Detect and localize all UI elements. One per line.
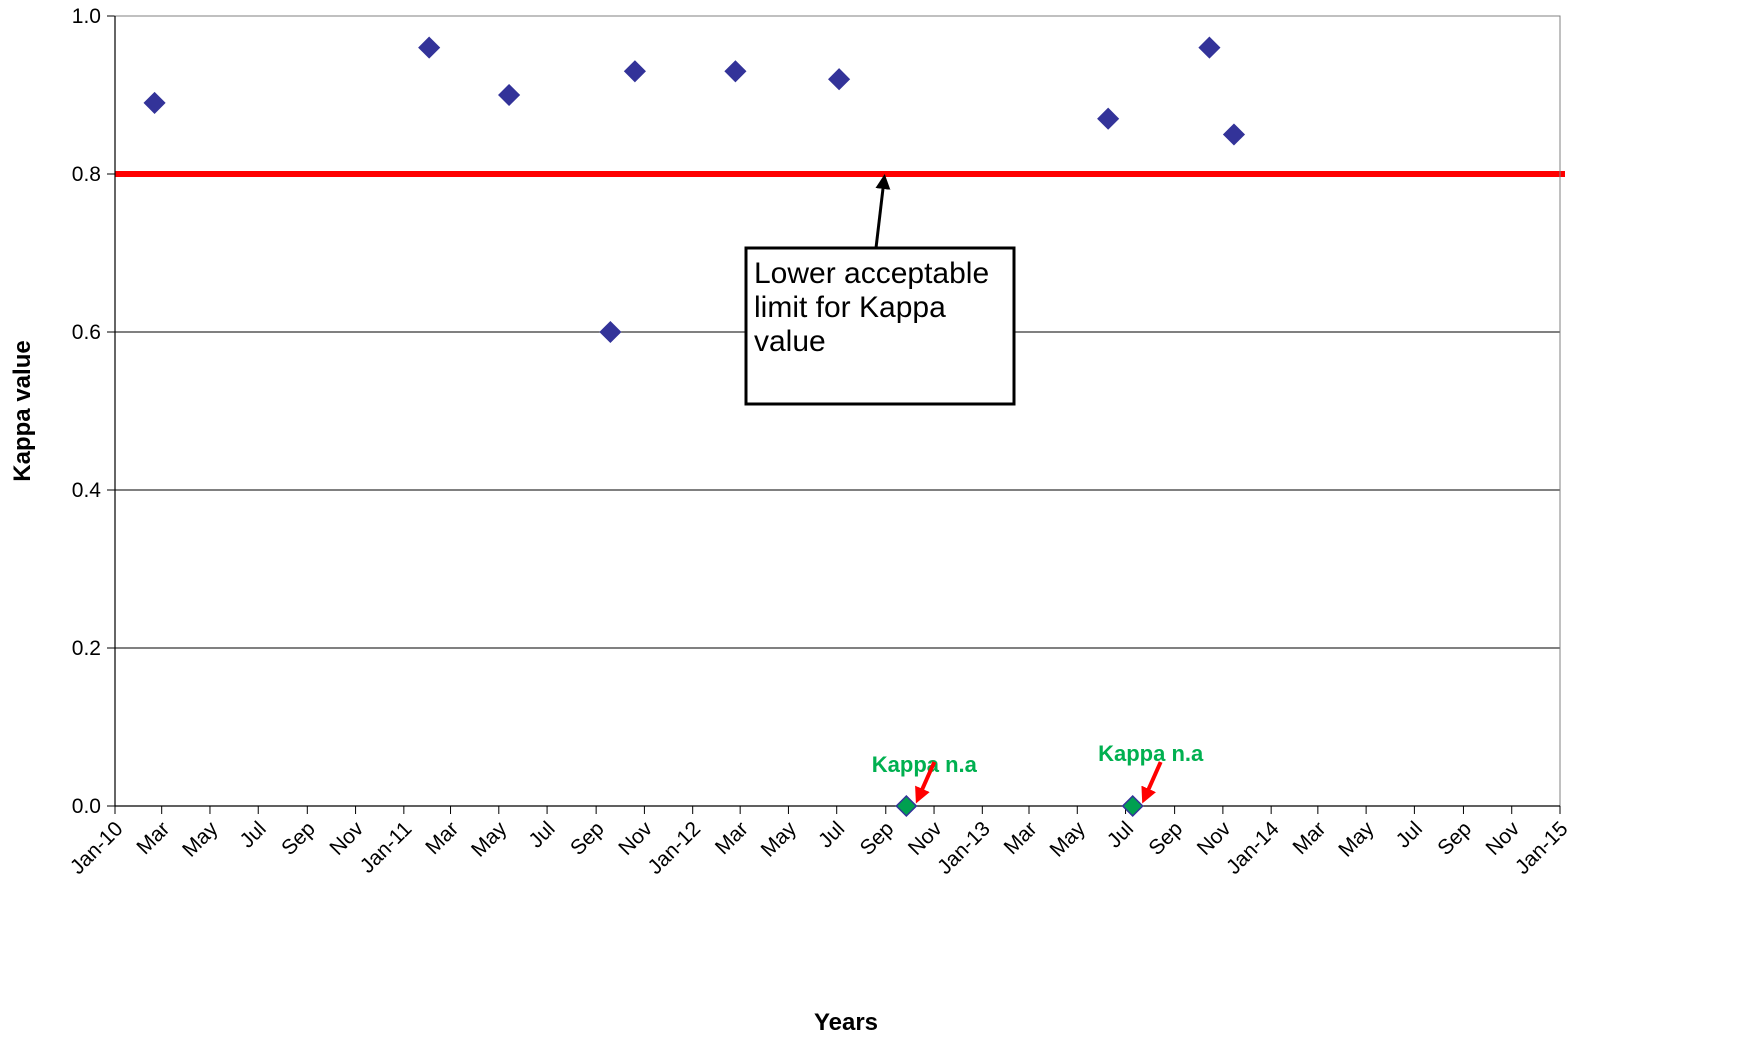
x-tick-label: Sep [1144,817,1187,860]
y-tick-label: 0.8 [72,163,101,186]
callout-text-line: value [754,325,826,358]
callout-text-line: Lower acceptable [754,257,989,290]
x-axis-title: Years [814,1009,878,1036]
x-tick-label: Sep [566,817,609,860]
x-tick-label: Jan-10 [66,817,128,879]
x-tick-label: Jul [524,817,559,852]
data-point [724,60,747,83]
axes [107,15,1561,814]
plot-background [115,16,1560,806]
x-tick-label: May [757,817,802,862]
x-tick-label: Mar [711,817,753,859]
callout-box [744,246,1016,406]
callout-text-line: limit for Kappa [754,291,946,324]
x-tick-label: May [178,817,223,862]
kappa-na-label: Kappa n.a [1098,741,1204,766]
y-tick-label: 1.0 [72,5,101,28]
red-arrow [915,761,937,804]
x-tick-label: Nov [1482,817,1525,860]
data-point [498,83,521,107]
x-tick-label: Sep [856,817,899,860]
x-tick-label: Sep [277,817,320,860]
x-tick-label: Jul [814,817,849,852]
y-axis-title: Kappa value [9,340,36,481]
y-tick-label: 0.6 [72,321,101,344]
y-tick-label: 0.4 [72,479,102,502]
data-point [1222,123,1246,146]
data-point [623,60,646,83]
data-point [1097,107,1120,130]
callout-arrow [874,174,891,249]
y-tick-label: 0.2 [72,637,101,660]
data-point [143,91,166,114]
data-point [828,68,851,91]
data-point [1198,36,1221,59]
x-tick-label: Jul [236,817,271,852]
x-tick-label: Jul [1392,817,1427,852]
x-tick-label: Nov [614,817,657,860]
x-tick-label: May [1045,817,1090,862]
x-tick-label: Jan-13 [933,817,995,879]
y-tick-labels: 0.0 0.2 0.4 0.6 0.8 1.0 [72,5,102,818]
red-arrow [1141,761,1163,804]
kappa-na-label: Kappa n.a [872,752,978,777]
data-point [895,794,918,818]
data-point [418,36,441,59]
y-tick-label: 0.0 [72,795,101,818]
x-tick-label: Mar [1289,817,1331,859]
data-points [143,36,1246,818]
x-tick-label: Jul [1103,817,1138,852]
x-tick-label: Jan-15 [1511,817,1573,879]
x-tick-label: Mar [1000,817,1042,859]
x-tick-label: May [1334,817,1379,862]
x-tick-label: Sep [1433,817,1476,860]
x-tick-label: Mar [421,817,463,859]
data-point [1121,794,1144,818]
x-tick-label: Mar [132,817,174,859]
x-tick-label: Jan-14 [1222,817,1284,879]
x-tick-label: Jan-12 [644,817,706,879]
x-tick-label: May [467,817,512,862]
x-tick-label: Nov [1193,817,1236,860]
x-tick-label: Nov [325,817,368,860]
data-point [599,320,622,344]
x-tick-label: Jan-11 [356,817,417,878]
annotations: Kappa n.a Kappa n.a [872,741,1204,804]
x-tick-label: Nov [904,817,947,860]
